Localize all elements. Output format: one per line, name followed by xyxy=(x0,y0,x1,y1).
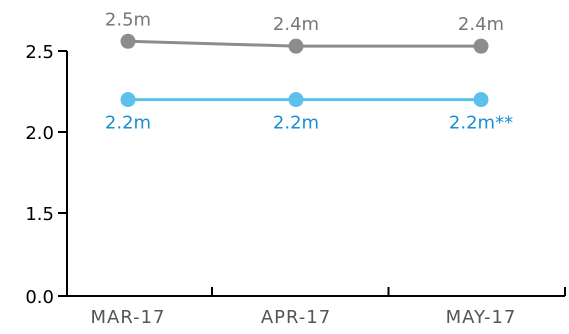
chart-axes xyxy=(66,51,565,297)
x-tick-label: MAR-17 xyxy=(90,307,165,328)
data-label: 2.5m xyxy=(105,9,151,30)
x-tick-label: MAY-17 xyxy=(446,307,517,328)
y-tick-label: 0.0 xyxy=(25,287,54,308)
series-2: 2.2m 2.2m 2.2m** xyxy=(105,92,513,134)
x-axis-ticks: MAR-17 APR-17 MAY-17 xyxy=(90,287,566,328)
data-label: 2.4m xyxy=(273,14,319,35)
series-1: 2.5m 2.4m 2.4m xyxy=(105,9,504,54)
y-axis-ticks: 0.0 1.5 2.0 2.5 xyxy=(25,42,67,308)
data-label: 2.4m xyxy=(458,14,504,35)
data-label: 2.2m xyxy=(105,113,151,134)
series-line xyxy=(127,39,481,48)
y-tick-label: 2.0 xyxy=(25,123,54,144)
x-tick-label: APR-17 xyxy=(261,307,331,328)
data-point xyxy=(473,38,489,54)
y-tick-label: 1.5 xyxy=(25,204,54,225)
data-point xyxy=(288,92,304,108)
data-point xyxy=(120,33,136,49)
y-tick-label: 2.5 xyxy=(25,42,54,63)
data-label: 2.2m** xyxy=(449,113,513,134)
chart-series: 2.5m 2.4m 2.4m 2.2m 2.2m 2.2m** xyxy=(105,9,513,133)
data-point xyxy=(288,38,304,54)
data-point xyxy=(473,92,489,108)
data-point xyxy=(120,92,136,108)
data-label: 2.2m xyxy=(273,113,319,134)
